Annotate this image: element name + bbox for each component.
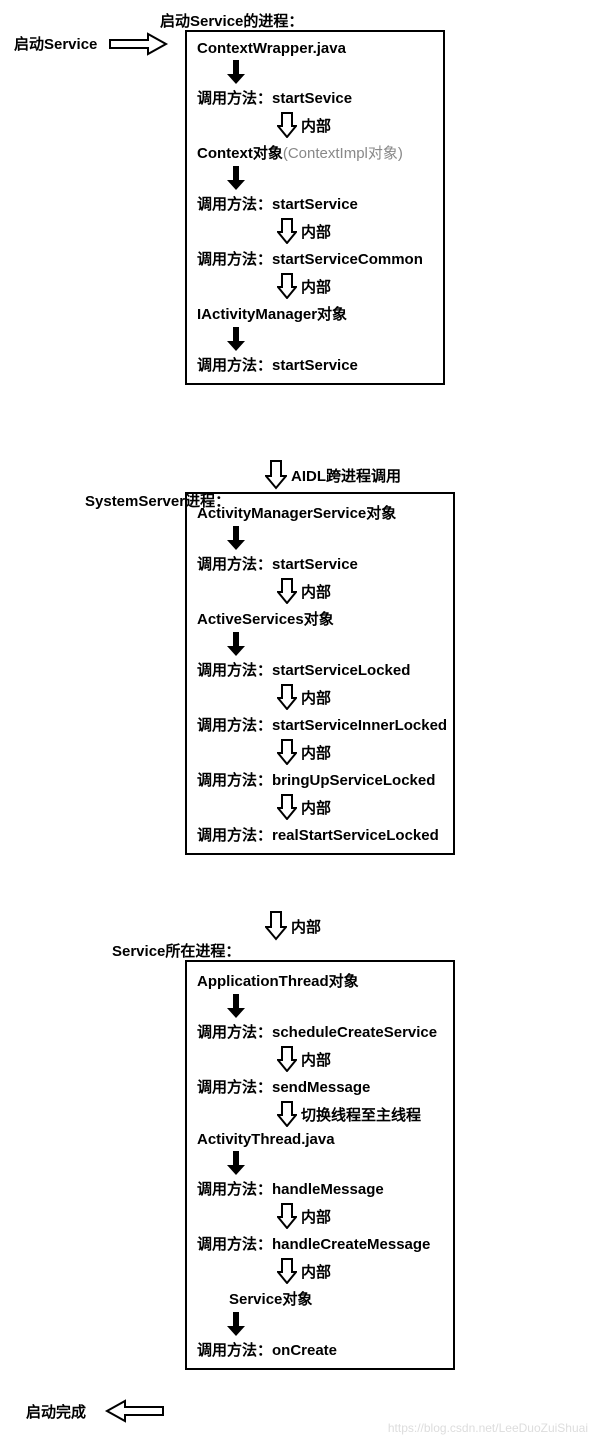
end-arrow-left (103, 1399, 165, 1427)
process-box-2: ActivityManagerService对象 调用方法：startServi… (185, 492, 455, 855)
connector-2-3: 内部 (265, 911, 321, 941)
aidl-label: AIDL跨进程调用 (291, 465, 401, 486)
arrow-down-hollow (277, 1258, 297, 1284)
inner-label: 内部 (301, 1049, 331, 1070)
node-context-obj: Context对象(ContextImpl对象) (197, 142, 433, 163)
inner-label: 内部 (301, 221, 331, 242)
method-realstartservicelocked: 调用方法：realStartServiceLocked (197, 824, 443, 845)
context-obj-text: Context对象 (197, 145, 283, 162)
method-startservice-4: 调用方法：startService (197, 553, 443, 574)
arrow-down-solid (227, 166, 245, 190)
arrow-down-solid (227, 60, 245, 84)
method-startservice-3: 调用方法：startService (197, 354, 433, 375)
node-appthread: ApplicationThread对象 (197, 970, 443, 991)
inner-label: 内部 (301, 1261, 331, 1282)
method-startservicecommon: 调用方法：startServiceCommon (197, 248, 433, 269)
context-impl-paren: (ContextImpl对象) (283, 145, 403, 162)
section3-label: Service所在进程： (112, 940, 240, 961)
method-handlemessage: 调用方法：handleMessage (197, 1178, 443, 1199)
method-bringupservicelocked: 调用方法：bringUpServiceLocked (197, 769, 443, 790)
arrow-down-hollow (277, 1203, 297, 1229)
method-oncreate: 调用方法：onCreate (197, 1339, 443, 1360)
process-box-1: ContextWrapper.java 调用方法：startSevice 内部 … (185, 30, 445, 385)
arrow-down-solid (227, 327, 245, 351)
method-schedulecreateservice: 调用方法：scheduleCreateService (197, 1021, 443, 1042)
section1-label: 启动Service的进程： (160, 10, 303, 31)
arrow-down-solid (227, 632, 245, 656)
inner-label: 内部 (301, 797, 331, 818)
node-activitythread: ActivityThread.java (197, 1131, 443, 1148)
inner-label: 内部 (301, 115, 331, 136)
arrow-down-hollow (277, 273, 297, 299)
method-startservice-2: 调用方法：startService (197, 193, 433, 214)
inner-label: 内部 (301, 742, 331, 763)
arrow-down-hollow (277, 739, 297, 765)
inner-label: 内部 (301, 276, 331, 297)
method-startservice-1: 调用方法：startSevice (197, 87, 433, 108)
inner-label: 内部 (301, 581, 331, 602)
node-contextwrapper: ContextWrapper.java (197, 40, 433, 57)
arrow-down-solid (227, 1151, 245, 1175)
arrow-down-hollow (265, 911, 287, 941)
start-label: 启动Service (14, 33, 97, 54)
node-activeservices: ActiveServices对象 (197, 608, 443, 629)
end-label: 启动完成 (26, 1401, 86, 1422)
inner-label-connector: 内部 (291, 916, 321, 937)
arrow-down-hollow (277, 112, 297, 138)
method-sendmessage: 调用方法：sendMessage (197, 1076, 443, 1097)
arrow-down-hollow (277, 684, 297, 710)
arrow-down-hollow (277, 218, 297, 244)
start-arrow-right (108, 32, 170, 60)
node-service-obj: Service对象 (229, 1288, 443, 1309)
node-iactivitymanager: IActivityManager对象 (197, 303, 433, 324)
method-startserviceinnerlocked: 调用方法：startServiceInnerLocked (197, 714, 443, 735)
arrow-down-hollow (277, 794, 297, 820)
arrow-down-hollow (277, 1101, 297, 1127)
method-handlecreatemessage: 调用方法：handleCreateMessage (197, 1233, 443, 1254)
arrow-down-solid (227, 526, 245, 550)
inner-label: 内部 (301, 687, 331, 708)
arrow-down-hollow (265, 460, 287, 490)
arrow-down-hollow (277, 1046, 297, 1072)
arrow-down-solid (227, 1312, 245, 1336)
method-startservicelocked: 调用方法：startServiceLocked (197, 659, 443, 680)
watermark: https://blog.csdn.net/LeeDuoZuiShuai (388, 1421, 588, 1435)
node-ams: ActivityManagerService对象 (197, 502, 443, 523)
switch-thread-label: 切换线程至主线程 (301, 1104, 421, 1125)
process-box-3: ApplicationThread对象 调用方法：scheduleCreateS… (185, 960, 455, 1370)
arrow-down-hollow (277, 578, 297, 604)
inner-label: 内部 (301, 1206, 331, 1227)
connector-1-2: AIDL跨进程调用 (265, 460, 401, 490)
arrow-down-solid (227, 994, 245, 1018)
